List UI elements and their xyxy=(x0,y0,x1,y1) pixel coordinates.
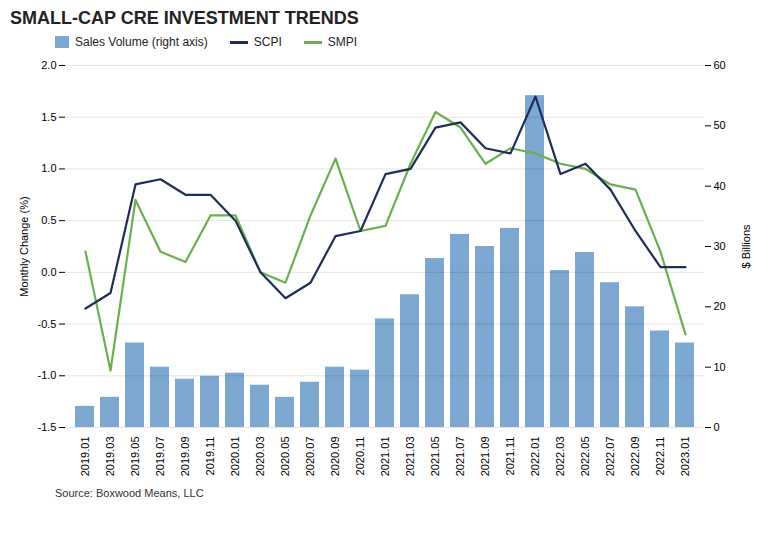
svg-text:$ Billions: $ Billions xyxy=(740,224,752,269)
svg-text:2021.09: 2021.09 xyxy=(479,437,491,477)
svg-text:2019.01: 2019.01 xyxy=(79,437,91,477)
svg-text:1.5: 1.5 xyxy=(41,111,56,123)
svg-text:2020.01: 2020.01 xyxy=(229,437,241,477)
svg-text:0.0: 0.0 xyxy=(41,266,56,278)
svg-text:2021.03: 2021.03 xyxy=(404,437,416,477)
svg-text:2021.01: 2021.01 xyxy=(379,437,391,477)
svg-text:2020.07: 2020.07 xyxy=(304,437,316,477)
svg-text:50: 50 xyxy=(714,119,726,131)
svg-text:2020.05: 2020.05 xyxy=(279,437,291,477)
svg-text:-1.0: -1.0 xyxy=(38,369,57,381)
svg-text:60: 60 xyxy=(714,59,726,71)
html-text:SCPI: SCPI xyxy=(253,35,282,49)
svg-text:2022.07: 2022.07 xyxy=(604,437,616,477)
svg-text:2.0: 2.0 xyxy=(41,59,56,71)
svg-text:2022.01: 2022.01 xyxy=(529,437,541,477)
svg-text:2021.07: 2021.07 xyxy=(454,437,466,477)
html-text:Sales Volume (right axis): Sales Volume (right axis) xyxy=(75,35,208,49)
svg-text:Monthly Change (%): Monthly Change (%) xyxy=(18,196,30,296)
svg-text:40: 40 xyxy=(714,180,726,192)
svg-text:2019.09: 2019.09 xyxy=(179,437,191,477)
svg-text:2020.03: 2020.03 xyxy=(254,437,266,477)
svg-text:20: 20 xyxy=(714,300,726,312)
svg-text:0: 0 xyxy=(714,421,720,433)
svg-text:1.0: 1.0 xyxy=(41,162,56,174)
svg-text:-0.5: -0.5 xyxy=(38,318,57,330)
svg-text:2019.07: 2019.07 xyxy=(154,437,166,477)
svg-text:2019.05: 2019.05 xyxy=(129,437,141,477)
html-text:SMPI: SMPI xyxy=(327,35,358,49)
svg-text:2022.03: 2022.03 xyxy=(554,437,566,477)
svg-text:2020.11: 2020.11 xyxy=(354,437,366,476)
html-text:SMALL-CAP CRE INVESTMENT TREND: SMALL-CAP CRE INVESTMENT TRENDS xyxy=(10,8,359,28)
html-text:Source: Boxwood Means, LLC: Source: Boxwood Means, LLC xyxy=(55,487,204,499)
svg-text:30: 30 xyxy=(714,240,726,252)
svg-text:-1.5: -1.5 xyxy=(38,421,57,433)
svg-text:2019.03: 2019.03 xyxy=(104,437,116,477)
svg-text:2019.11: 2019.11 xyxy=(204,437,216,476)
svg-text:2021.05: 2021.05 xyxy=(429,437,441,477)
svg-text:2021.11: 2021.11 xyxy=(504,437,516,476)
svg-text:2023.01: 2023.01 xyxy=(679,437,691,477)
svg-text:10: 10 xyxy=(714,361,726,373)
svg-text:2022.11: 2022.11 xyxy=(654,437,666,476)
svg-text:2022.05: 2022.05 xyxy=(579,437,591,477)
svg-text:0.5: 0.5 xyxy=(41,214,56,226)
svg-text:2022.09: 2022.09 xyxy=(629,437,641,477)
svg-text:2020.09: 2020.09 xyxy=(329,437,341,477)
